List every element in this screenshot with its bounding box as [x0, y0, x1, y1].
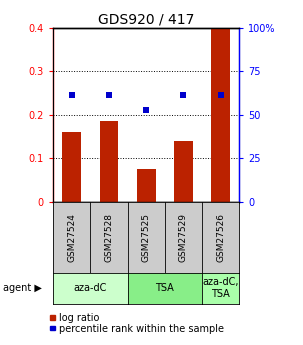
Text: GSM27529: GSM27529 [179, 213, 188, 262]
Bar [174, 141, 193, 202]
Point [69, 92, 74, 97]
Text: percentile rank within the sample: percentile rank within the sample [59, 324, 224, 334]
Point [144, 108, 148, 113]
Text: TSA: TSA [155, 283, 174, 293]
Point [218, 92, 223, 97]
Title: GDS920 / 417: GDS920 / 417 [98, 12, 195, 27]
Text: aza-dC: aza-dC [74, 283, 107, 293]
Text: GSM27528: GSM27528 [105, 213, 113, 262]
Text: GSM27524: GSM27524 [67, 213, 76, 262]
Text: log ratio: log ratio [59, 314, 99, 323]
Bar [211, 28, 230, 202]
Point [106, 92, 111, 97]
Bar [137, 169, 155, 202]
Bar [100, 121, 118, 202]
Text: GSM27525: GSM27525 [142, 213, 151, 262]
Text: aza-dC,
TSA: aza-dC, TSA [202, 277, 239, 299]
Text: GSM27526: GSM27526 [216, 213, 225, 262]
Point [181, 92, 186, 97]
Bar [62, 132, 81, 202]
Text: agent ▶: agent ▶ [3, 283, 42, 293]
